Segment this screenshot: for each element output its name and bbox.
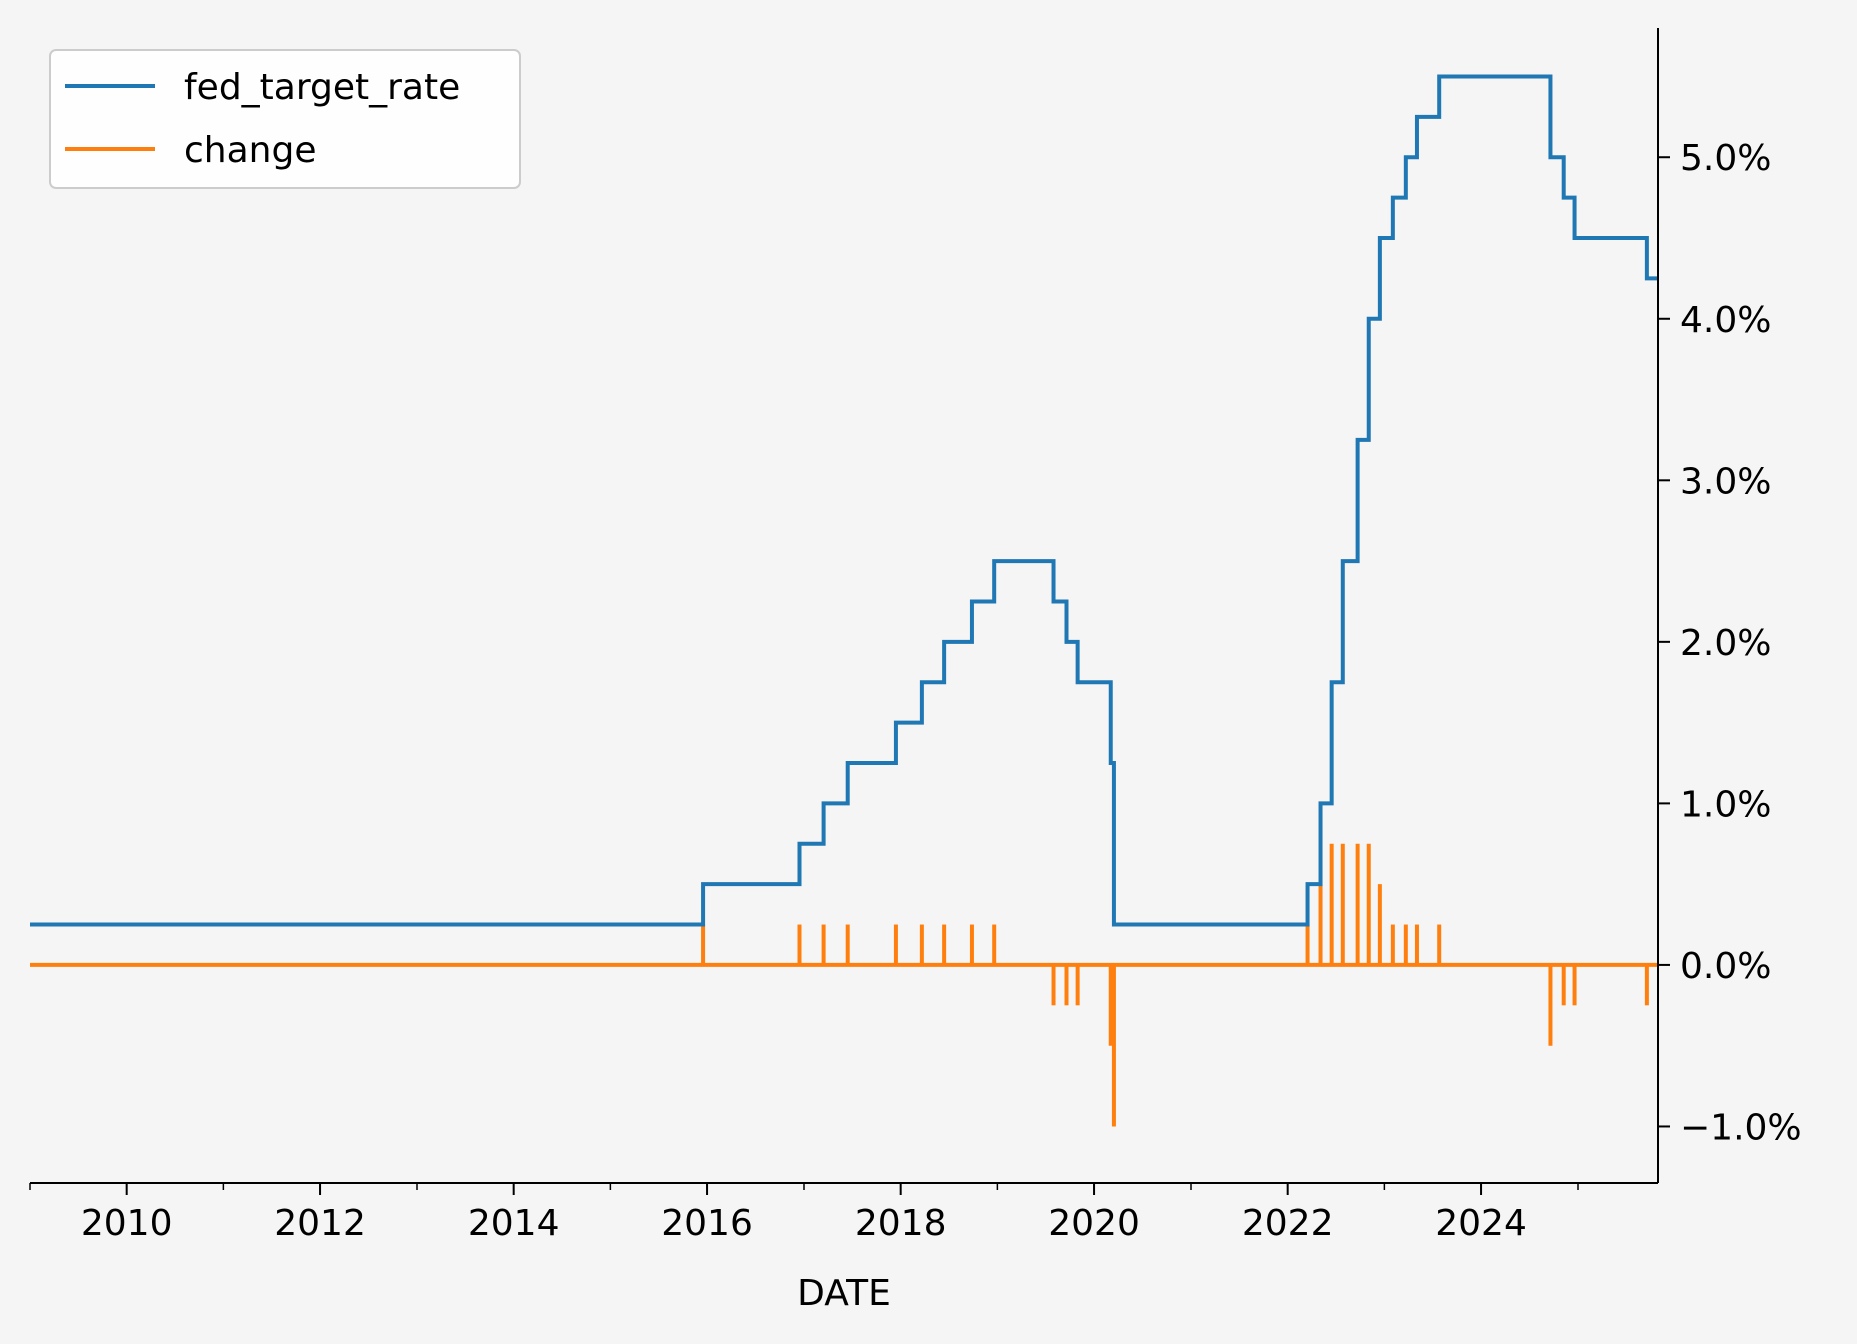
y-tick-label: 1.0% (1680, 784, 1771, 825)
series-layer (30, 74, 1658, 1127)
y-tick-label: −1.0% (1680, 1107, 1802, 1148)
y-tick-label: 0.0% (1680, 946, 1771, 987)
x-tick-label: 2024 (1435, 1203, 1527, 1244)
x-tick-label: 2014 (468, 1203, 560, 1244)
x-axis-ticks: 2010 2012 2014 2016 2018 2020 2022 2024 (29, 1183, 1579, 1244)
x-tick-label: 2016 (661, 1203, 753, 1244)
legend-label-change: change (184, 130, 317, 171)
x-axis-title: DATE (797, 1273, 891, 1314)
y-tick-label: 4.0% (1680, 300, 1771, 341)
x-tick-label: 2010 (81, 1203, 173, 1244)
x-tick-label: 2020 (1048, 1203, 1140, 1244)
x-tick-label: 2018 (855, 1203, 947, 1244)
y-tick-label: 3.0% (1680, 461, 1771, 502)
y-tick-label: 2.0% (1680, 623, 1771, 664)
x-tick-label: 2022 (1242, 1203, 1334, 1244)
legend-label-fed-target-rate: fed_target_rate (184, 67, 460, 108)
legend: fed_target_rate change (49, 49, 521, 189)
legend-box (49, 49, 521, 189)
y-tick-label: 5.0% (1680, 138, 1771, 179)
x-tick-label: 2012 (274, 1203, 366, 1244)
y-axis-ticks: −1.0% 0.0% 1.0% 2.0% 3.0% 4.0% 5.0% (1658, 138, 1802, 1148)
fed-target-rate-line (30, 74, 1658, 927)
